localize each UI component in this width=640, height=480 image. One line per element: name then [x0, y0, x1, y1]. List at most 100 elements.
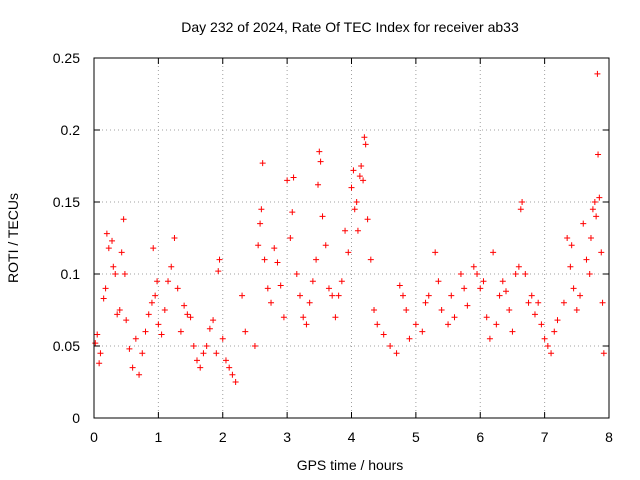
data-point: [457, 271, 464, 277]
data-point: [139, 350, 146, 357]
y-tick-label: 0.2: [61, 122, 81, 138]
data-point: [396, 282, 403, 289]
data-point: [251, 343, 258, 349]
data-point: [174, 285, 181, 292]
data-point: [486, 335, 493, 342]
data-point: [109, 237, 116, 244]
grid-lines: [94, 58, 609, 418]
data-point: [483, 314, 490, 321]
x-tick-label: 4: [348, 429, 356, 445]
data-point: [425, 292, 432, 299]
data-point: [329, 292, 336, 299]
data-point: [506, 307, 513, 313]
data-point: [215, 268, 222, 275]
data-point: [387, 343, 394, 349]
data-point: [445, 321, 452, 328]
data-point: [438, 307, 445, 313]
data-point: [210, 317, 217, 324]
data-point: [419, 328, 426, 335]
data-point: [150, 245, 157, 252]
data-point: [194, 357, 200, 364]
data-point: [242, 328, 249, 335]
data-point: [499, 278, 506, 285]
data-point: [102, 285, 109, 292]
data-point: [480, 278, 487, 285]
data-point: [356, 173, 363, 180]
data-point: [158, 331, 165, 338]
data-point: [474, 271, 481, 277]
data-point: [345, 249, 352, 256]
data-point: [145, 311, 152, 318]
data-point: [367, 256, 374, 263]
data-point: [519, 199, 526, 205]
data-point: [461, 285, 468, 292]
data-point: [187, 314, 194, 321]
data-point: [554, 317, 561, 324]
x-tick-label: 8: [605, 429, 613, 445]
data-point: [567, 263, 574, 270]
data-point: [92, 340, 99, 347]
data-point: [171, 235, 178, 241]
data-point: [448, 292, 455, 299]
data-point: [589, 206, 596, 213]
data-points: [92, 70, 607, 385]
data-point: [289, 209, 296, 216]
x-tick-label: 1: [154, 429, 162, 445]
data-point: [219, 335, 226, 342]
data-point: [342, 227, 349, 234]
data-point: [313, 256, 320, 263]
data-point: [277, 282, 284, 289]
data-point: [531, 311, 538, 318]
data-point: [121, 271, 128, 277]
data-point: [206, 325, 213, 332]
data-point: [118, 249, 125, 256]
y-axis-label: ROTI / TECUs: [5, 193, 21, 283]
data-point: [161, 307, 168, 313]
data-point: [583, 256, 590, 263]
data-point: [586, 271, 593, 277]
data-point: [319, 213, 326, 220]
data-point: [290, 174, 297, 181]
data-point: [287, 235, 294, 241]
data-point: [309, 278, 316, 285]
data-point: [152, 292, 159, 299]
data-point: [154, 278, 161, 285]
data-point: [126, 345, 133, 352]
data-point: [103, 230, 110, 237]
data-point: [432, 249, 439, 256]
data-point: [284, 177, 291, 184]
data-point: [551, 328, 558, 335]
data-point: [380, 331, 387, 338]
data-point: [570, 285, 577, 292]
data-point: [548, 350, 555, 357]
x-tick-label: 3: [283, 429, 291, 445]
data-point: [105, 245, 112, 252]
data-point: [577, 292, 584, 299]
data-point: [110, 263, 117, 270]
data-point: [300, 314, 307, 321]
data-point: [100, 295, 107, 302]
data-point: [303, 321, 310, 328]
data-point: [360, 177, 367, 184]
data-point: [181, 302, 188, 309]
data-point: [213, 350, 220, 357]
data-point: [203, 343, 210, 349]
data-point: [200, 350, 207, 357]
data-point: [239, 292, 246, 299]
data-point: [599, 299, 606, 306]
data-point: [255, 242, 262, 249]
data-point: [317, 158, 324, 165]
data-point: [322, 242, 329, 249]
data-point: [406, 335, 413, 342]
data-point: [593, 213, 600, 220]
data-point: [400, 292, 406, 299]
data-point: [222, 357, 229, 364]
data-point: [325, 285, 332, 292]
data-point: [232, 379, 239, 385]
data-point: [165, 278, 172, 285]
data-point: [184, 311, 191, 318]
data-point: [114, 311, 121, 318]
data-point: [496, 292, 503, 299]
x-tick-label: 5: [412, 429, 420, 445]
